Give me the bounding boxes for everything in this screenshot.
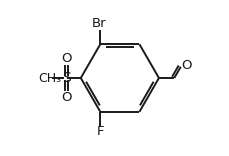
Text: F: F: [97, 125, 104, 138]
Text: O: O: [61, 91, 71, 104]
Text: Br: Br: [92, 17, 107, 30]
Text: S: S: [62, 71, 71, 85]
Text: O: O: [181, 59, 191, 72]
Text: CH₃: CH₃: [38, 71, 61, 85]
Text: O: O: [61, 52, 71, 65]
